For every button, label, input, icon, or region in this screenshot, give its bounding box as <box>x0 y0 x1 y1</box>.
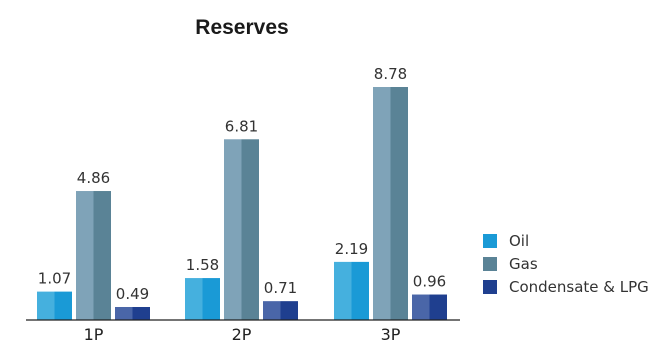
x-tick-label: 2P <box>232 325 252 344</box>
bar-1p-condensate-lpg <box>115 306 150 320</box>
data-labels-group: 1.07 4.86 0.49 1.58 6.81 0.71 2.19 8.78 0.96 <box>38 65 446 303</box>
legend-swatch <box>483 257 497 271</box>
data-label: 0.96 <box>413 273 446 291</box>
chart-title: Reserves <box>195 16 288 39</box>
bar-1p-oil <box>37 291 72 320</box>
data-label: 6.81 <box>225 117 258 135</box>
legend-label: Condensate & LPG <box>509 278 649 296</box>
legend-item: Oil <box>483 232 529 250</box>
bar-3p-gas <box>373 87 408 320</box>
legend-label: Gas <box>509 255 538 273</box>
legend-item: Gas <box>483 255 538 273</box>
x-tick-label: 3P <box>381 325 401 344</box>
legend-swatch <box>483 280 497 294</box>
data-label: 8.78 <box>374 65 407 83</box>
x-tick-labels: 1P 2P 3P <box>84 325 401 344</box>
legend: Oil Gas Condensate & LPG <box>483 232 649 296</box>
data-label: 0.71 <box>264 279 297 297</box>
x-tick-label: 1P <box>84 325 104 344</box>
bar-2p-gas <box>224 139 259 320</box>
data-label: 2.19 <box>335 240 368 258</box>
bar-1p-gas <box>76 191 111 320</box>
bar-2p-oil <box>185 278 220 320</box>
legend-label: Oil <box>509 232 529 250</box>
bar-3p-oil <box>334 261 369 320</box>
legend-item: Condensate & LPG <box>483 278 649 296</box>
data-label: 1.58 <box>186 256 219 274</box>
bar-3p-condensate-lpg <box>412 294 447 320</box>
data-label: 0.49 <box>116 285 149 303</box>
bars-group <box>37 87 447 320</box>
data-label: 4.86 <box>77 169 110 187</box>
legend-swatch <box>483 234 497 248</box>
bar-2p-condensate-lpg <box>263 301 298 320</box>
data-label: 1.07 <box>38 270 71 288</box>
